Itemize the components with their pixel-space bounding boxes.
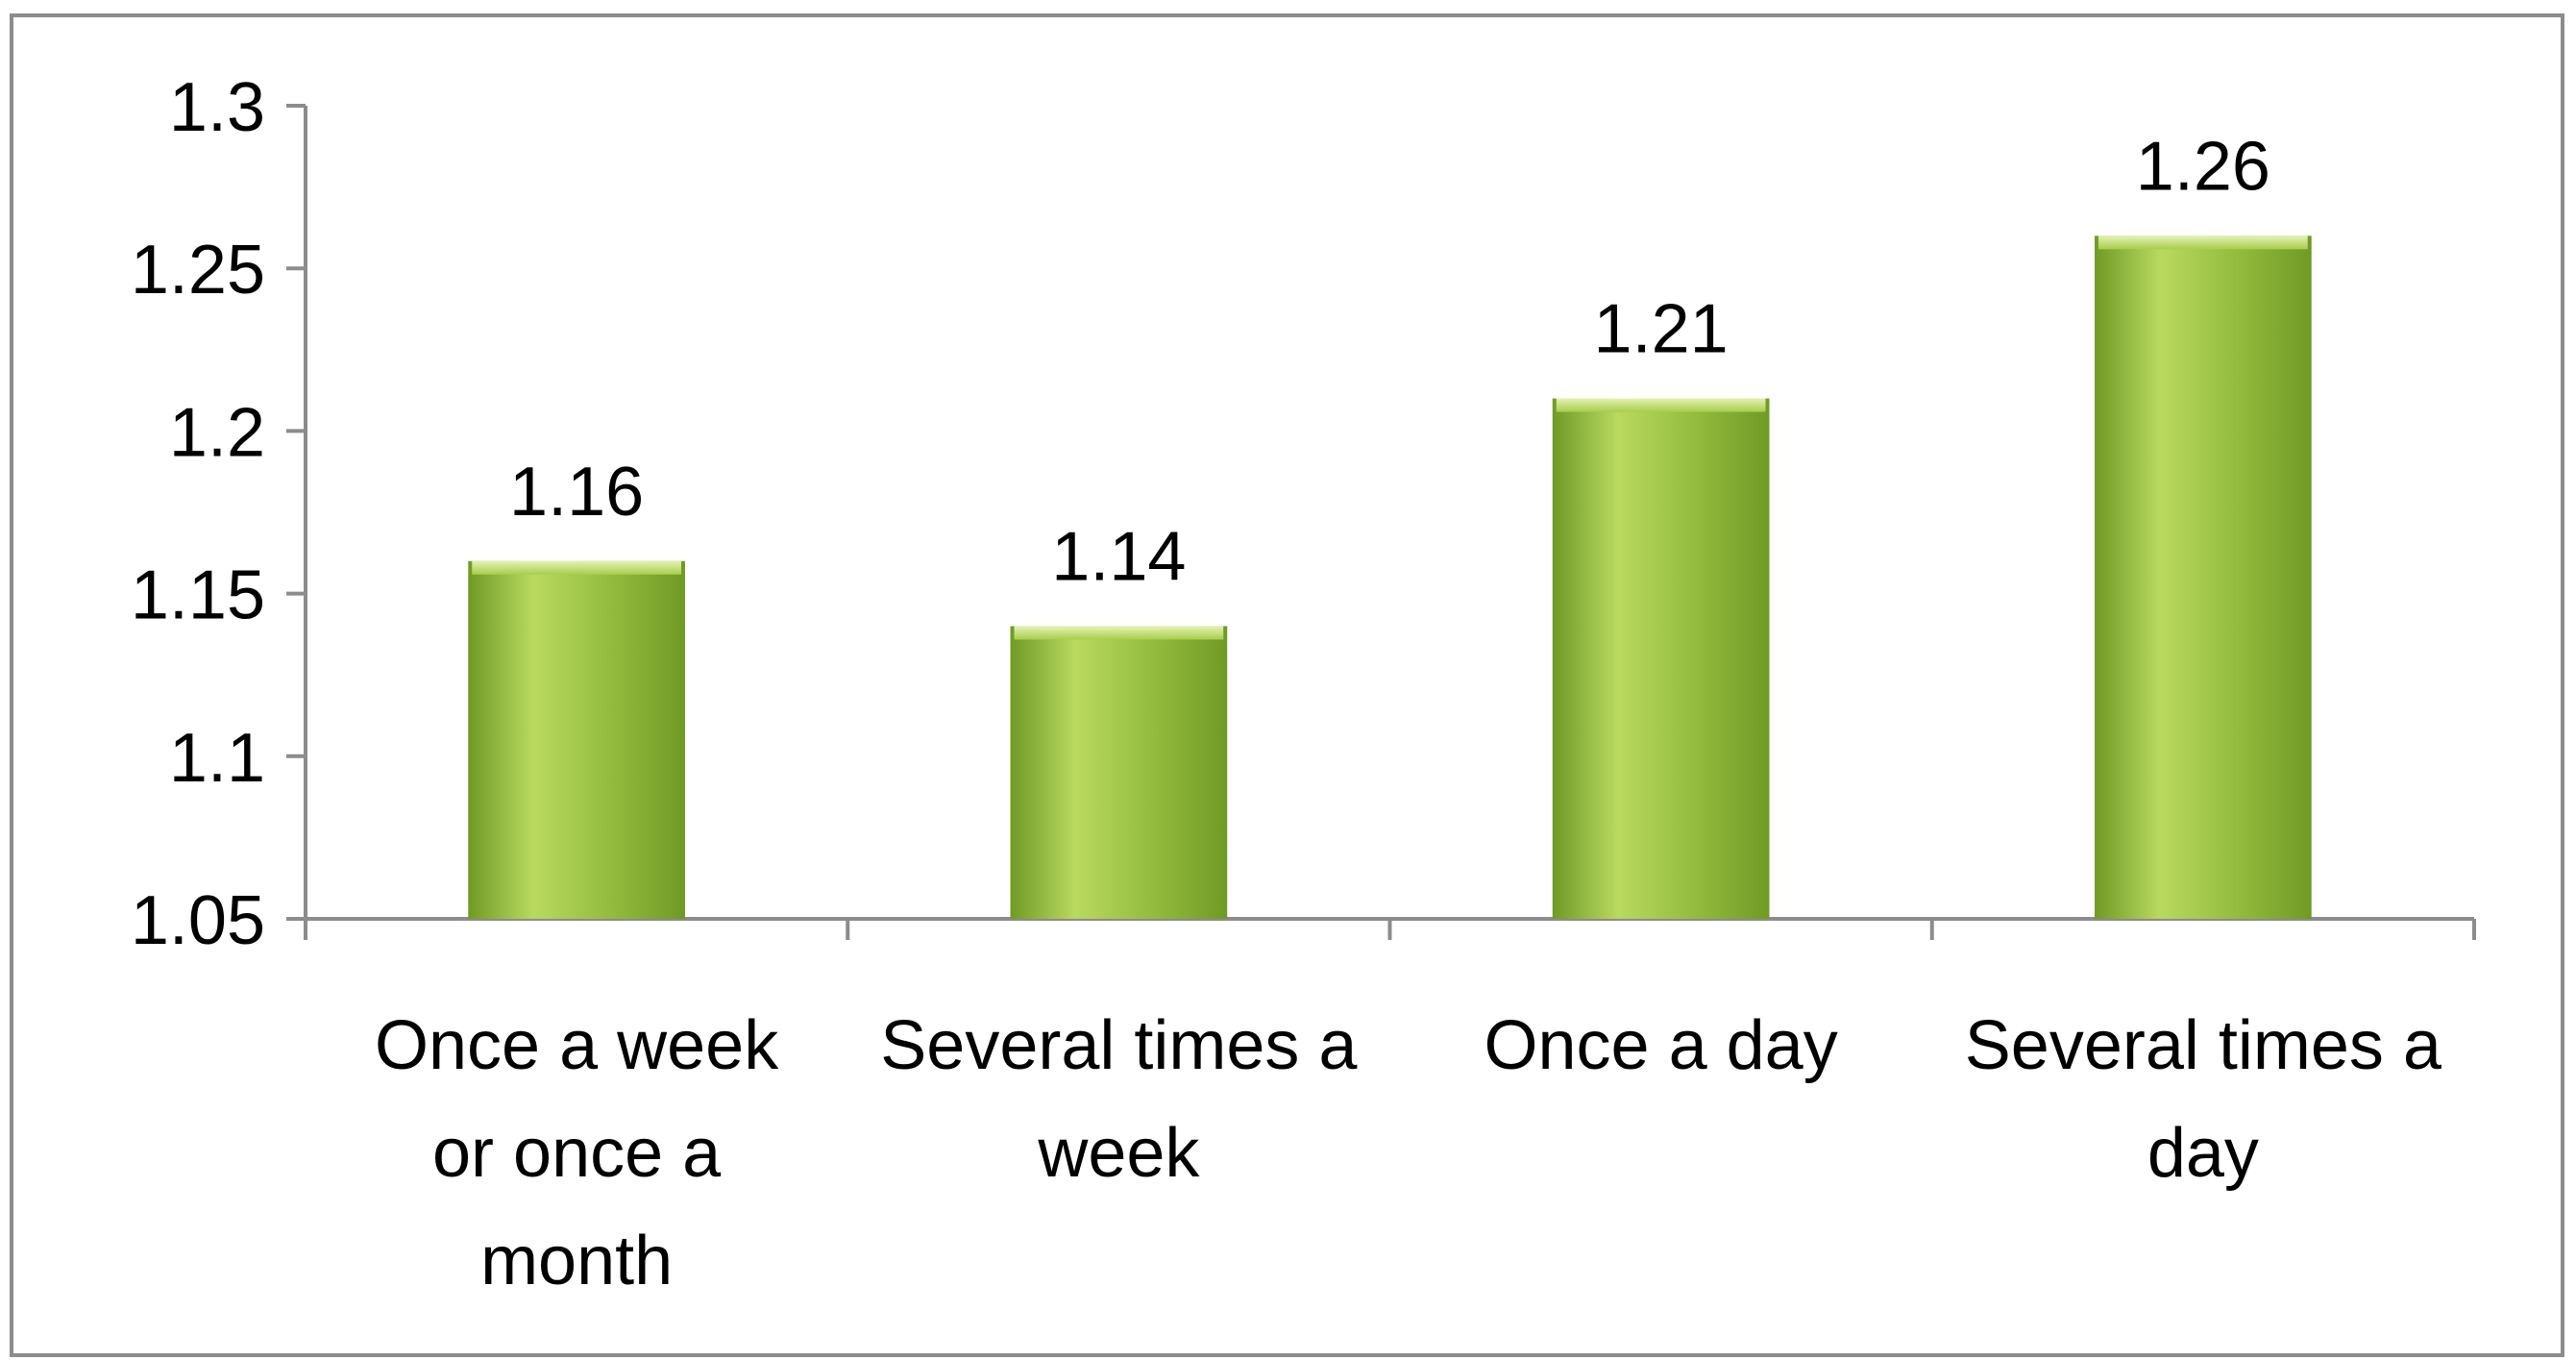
bar-highlight bbox=[1014, 626, 1224, 640]
category-label: Several times a bbox=[1965, 1007, 2442, 1084]
data-labels: 1.16 1.14 1.21 1.26 bbox=[509, 128, 2270, 595]
y-tick-label: 1.1 bbox=[169, 720, 265, 797]
category-label: Several times a bbox=[880, 1007, 1358, 1084]
bar-body bbox=[2095, 235, 2312, 920]
data-label: 1.26 bbox=[2136, 128, 2270, 205]
category-label: Once a day bbox=[1484, 1007, 1838, 1084]
category-label: or once a bbox=[432, 1115, 722, 1192]
bar-body bbox=[1552, 398, 1770, 919]
bar-body bbox=[468, 560, 685, 919]
y-tick-label: 1.3 bbox=[169, 69, 265, 146]
y-tick-label: 1.25 bbox=[131, 232, 265, 309]
bar bbox=[2095, 235, 2312, 920]
bar-highlight bbox=[2098, 235, 2308, 250]
bar bbox=[468, 560, 685, 919]
y-tick-label: 1.2 bbox=[169, 394, 265, 471]
category-label: week bbox=[1037, 1115, 1200, 1192]
category-label: month bbox=[480, 1223, 673, 1299]
bar-highlight bbox=[1556, 398, 1766, 412]
y-tick-label: 1.15 bbox=[131, 557, 265, 634]
data-label: 1.14 bbox=[1051, 518, 1186, 595]
category-label: Once a week bbox=[375, 1007, 779, 1084]
category-labels: Once a week or once a month Several times a… bbox=[375, 1007, 2442, 1299]
bar bbox=[1552, 398, 1770, 919]
category-label: day bbox=[2147, 1115, 2259, 1192]
bar bbox=[1010, 626, 1228, 919]
bar-body bbox=[1010, 626, 1228, 919]
data-label: 1.21 bbox=[1594, 291, 1729, 368]
y-tick-label: 1.05 bbox=[131, 882, 265, 959]
y-axis: 1.05 1.1 1.15 1.2 1.25 1.3 bbox=[131, 69, 307, 959]
bar-highlight bbox=[472, 560, 681, 575]
data-label: 1.16 bbox=[509, 454, 644, 531]
bars bbox=[468, 235, 2312, 920]
